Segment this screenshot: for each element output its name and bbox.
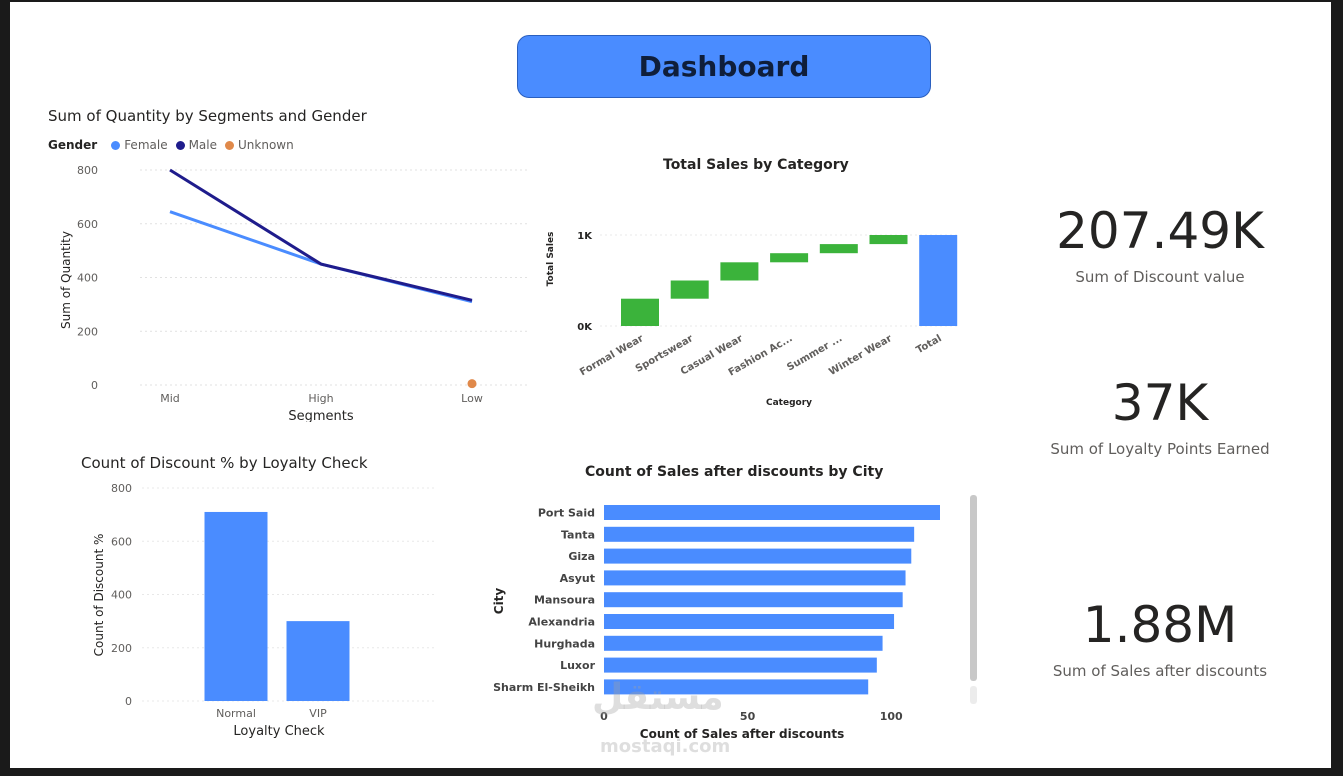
y-tick-label: 400	[111, 589, 132, 602]
y-tick-label: 200	[77, 325, 98, 338]
line-chart-legend[interactable]: Gender Female Male Unknown	[48, 138, 294, 152]
y-tick-label: Mansoura	[534, 594, 595, 607]
x-tick-label: 50	[740, 710, 756, 723]
kpi-loyalty-label: Sum of Loyalty Points Earned	[1050, 440, 1270, 458]
x-axis-label: Segments	[288, 409, 354, 422]
y-tick-label: Hurghada	[534, 637, 595, 650]
y-tick-label: 400	[77, 272, 98, 285]
legend-male-marker	[175, 140, 185, 150]
x-tick-label: Normal	[216, 707, 256, 720]
watermark-arabic: مستقل	[592, 677, 724, 718]
city-bar	[604, 548, 912, 564]
y-axis-label: Sum of Quantity	[59, 231, 73, 329]
y-tick-label: 1K	[577, 231, 593, 242]
city-bar	[604, 505, 940, 520]
y-tick-label: Giza	[568, 550, 595, 563]
kpi-discount-label: Sum of Discount value	[1075, 268, 1245, 286]
x-axis-label: Category	[766, 398, 812, 408]
x-axis-label: Loyalty Check	[233, 724, 325, 739]
bar-normal	[204, 511, 268, 701]
bar-vip	[286, 621, 350, 701]
x-tick-label: Formal Wear	[578, 333, 645, 378]
dashboard-canvas: Dashboard Sum of Quantity by Segments an…	[10, 2, 1331, 768]
y-tick-label: Port Said	[538, 507, 595, 520]
watermark-latin: mostaqi.com	[600, 736, 731, 757]
waterfall-bar	[770, 253, 809, 263]
y-tick-label: Luxor	[560, 659, 595, 672]
dashboard-title: Dashboard	[517, 35, 931, 98]
scrollbar-thumb[interactable]	[970, 495, 977, 681]
legend-unknown-label[interactable]: Unknown	[238, 138, 294, 152]
city-chart-title: Count of Sales after discounts by City	[585, 464, 884, 480]
legend-female-marker	[111, 140, 121, 150]
x-tick-label: 100	[880, 710, 903, 723]
loyalty-chart-title: Count of Discount % by Loyalty Check	[81, 454, 368, 472]
legend-male-label[interactable]: Male	[188, 138, 218, 152]
line-chart[interactable]: 0 200 400 600 800 Mid High Low Segments Sum of Qu…	[40, 152, 530, 422]
kpi-sales-label: Sum of Sales after discounts	[1052, 662, 1268, 680]
waterfall-bar	[869, 235, 908, 245]
waterfall-chart-title: Total Sales by Category	[663, 157, 849, 173]
waterfall-bar	[670, 280, 709, 299]
y-tick-label: Asyut	[560, 572, 595, 585]
x-tick-label: Low	[461, 392, 483, 405]
y-tick-label: 600	[77, 218, 98, 231]
kpi-loyalty-value: 37K	[1111, 374, 1209, 432]
kpi-discount-value: 207.49K	[1056, 202, 1264, 260]
city-bar	[604, 526, 915, 542]
y-axis-label: City	[492, 588, 506, 615]
x-tick-label: VIP	[309, 707, 327, 720]
waterfall-bar	[919, 235, 958, 326]
y-tick-label: 0K	[577, 322, 593, 333]
y-tick-label: Alexandria	[528, 616, 595, 629]
y-tick-label: 200	[111, 642, 132, 655]
x-tick-label: Total	[915, 333, 944, 356]
y-tick-label: 800	[111, 482, 132, 495]
y-tick-label: 0	[125, 695, 132, 708]
waterfall-bar	[720, 262, 759, 281]
x-tick-label: 0	[600, 710, 608, 723]
legend-female-label[interactable]: Female	[124, 138, 168, 152]
x-tick-label: Mid	[160, 392, 180, 405]
waterfall-bar	[819, 244, 858, 254]
kpi-sales-value: 1.88M	[1082, 596, 1238, 654]
legend-unknown-marker	[225, 140, 235, 150]
y-tick-label: 0	[91, 379, 98, 392]
legend-title: Gender	[48, 138, 98, 152]
y-axis-label: Count of Discount %	[92, 534, 106, 657]
city-bar	[604, 614, 895, 629]
y-tick-label: 800	[77, 164, 98, 177]
x-axis-label: Count of Sales after discounts	[640, 727, 844, 741]
y-tick-label: 600	[111, 535, 132, 548]
series-point-unknown	[467, 379, 477, 389]
city-bar-chart[interactable]: Port Said Tanta Giza Asyut Mansoura Alexandri…	[470, 490, 980, 750]
scrollbar-track	[970, 686, 977, 704]
city-bar	[604, 570, 906, 586]
city-bar	[604, 679, 869, 695]
y-tick-label: Tanta	[561, 528, 595, 541]
series-line-male	[169, 168, 473, 302]
loyalty-bar-chart[interactable]: 0 200 400 600 800 Count of Discount % Loyalty …	[70, 477, 440, 747]
y-tick-label: Sharm El-Sheikh	[493, 681, 595, 694]
city-bar	[604, 657, 877, 673]
y-axis-label: Total Sales	[546, 232, 556, 287]
waterfall-bar	[621, 298, 659, 326]
city-bar	[604, 592, 903, 608]
city-bar	[604, 635, 883, 651]
x-tick-label: High	[308, 392, 333, 405]
line-chart-title: Sum of Quantity by Segments and Gender	[48, 107, 367, 125]
